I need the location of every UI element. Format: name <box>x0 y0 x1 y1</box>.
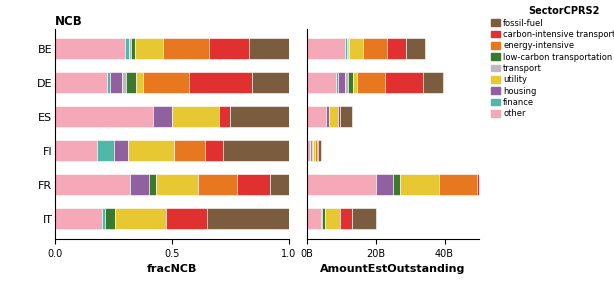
Bar <box>110 72 122 93</box>
Bar <box>154 106 172 128</box>
Bar <box>122 72 126 93</box>
Bar <box>125 38 129 59</box>
Bar <box>129 38 131 59</box>
Bar <box>55 209 102 230</box>
Bar <box>313 140 315 162</box>
Bar <box>326 106 329 128</box>
Bar <box>357 72 385 93</box>
Bar <box>223 140 289 162</box>
Bar <box>55 106 154 128</box>
X-axis label: fracNCB: fracNCB <box>147 264 197 274</box>
Bar <box>128 140 174 162</box>
Bar <box>237 175 270 196</box>
Bar <box>317 140 321 162</box>
Bar <box>130 175 149 196</box>
Bar <box>309 140 312 162</box>
Bar <box>155 175 198 196</box>
Bar <box>270 175 289 196</box>
Bar <box>307 38 345 59</box>
Bar <box>340 209 352 230</box>
Bar <box>172 106 219 128</box>
Bar <box>307 140 309 162</box>
Bar <box>166 209 207 230</box>
Bar <box>315 140 317 162</box>
Bar <box>325 209 340 230</box>
Bar <box>207 209 289 230</box>
Bar <box>189 72 252 93</box>
Bar <box>329 106 338 128</box>
Bar <box>134 38 163 59</box>
Bar <box>307 209 321 230</box>
Bar <box>346 38 348 59</box>
Bar <box>353 72 357 93</box>
Bar <box>106 209 115 230</box>
Bar <box>508 175 526 196</box>
Bar <box>249 38 289 59</box>
Bar <box>348 38 349 59</box>
Bar <box>204 140 223 162</box>
Bar <box>252 72 289 93</box>
Bar <box>477 175 508 196</box>
Bar <box>312 140 313 162</box>
Bar <box>97 140 114 162</box>
Bar <box>322 209 325 230</box>
Bar <box>440 175 477 196</box>
Bar <box>345 72 348 93</box>
Bar <box>55 72 107 93</box>
Bar <box>55 140 97 162</box>
Bar <box>340 106 352 128</box>
Bar <box>174 140 204 162</box>
Bar <box>345 38 346 59</box>
Bar <box>422 72 443 93</box>
Bar <box>307 175 376 196</box>
Bar <box>126 72 136 93</box>
Bar <box>114 140 128 162</box>
Bar <box>321 209 322 230</box>
Bar <box>400 175 440 196</box>
Bar <box>336 72 338 93</box>
Bar <box>198 175 237 196</box>
Bar <box>376 175 393 196</box>
Bar <box>136 72 142 93</box>
Bar <box>219 106 230 128</box>
Bar <box>348 72 353 93</box>
Bar <box>387 38 406 59</box>
Text: NCB: NCB <box>55 15 83 28</box>
Bar <box>163 38 209 59</box>
Bar <box>338 72 345 93</box>
Bar <box>230 106 289 128</box>
Bar <box>363 38 387 59</box>
Bar <box>406 38 425 59</box>
Bar <box>131 38 134 59</box>
Bar <box>55 38 125 59</box>
Legend: fossil-fuel, carbon-intensive transportation, energy-intensive, low-carbon trans: fossil-fuel, carbon-intensive transporta… <box>488 3 614 122</box>
Bar <box>102 209 106 230</box>
Bar <box>107 72 110 93</box>
Bar <box>209 38 249 59</box>
Bar <box>338 106 340 128</box>
Bar <box>55 175 130 196</box>
Bar <box>385 72 422 93</box>
X-axis label: AmountEstOutstanding: AmountEstOutstanding <box>321 264 465 274</box>
Bar <box>349 38 363 59</box>
Bar <box>115 209 166 230</box>
Bar <box>352 209 376 230</box>
Bar <box>307 106 326 128</box>
Bar <box>393 175 400 196</box>
Bar <box>142 72 189 93</box>
Bar <box>149 175 155 196</box>
Bar <box>307 72 336 93</box>
